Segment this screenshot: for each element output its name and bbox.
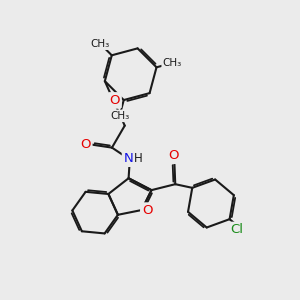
Text: Cl: Cl: [231, 224, 244, 236]
Text: N: N: [123, 152, 133, 165]
Text: N: N: [123, 152, 133, 165]
Text: O: O: [110, 94, 120, 107]
Text: O: O: [142, 204, 152, 217]
Text: O: O: [80, 138, 91, 151]
Text: CH₃: CH₃: [91, 39, 110, 49]
Text: O: O: [169, 149, 179, 162]
Text: O: O: [80, 138, 91, 151]
Text: Cl: Cl: [231, 224, 244, 236]
Text: CH₃: CH₃: [163, 58, 182, 68]
Text: O: O: [169, 149, 179, 162]
Text: CH₃: CH₃: [110, 111, 129, 121]
Text: O: O: [110, 94, 120, 107]
Text: H: H: [134, 152, 142, 165]
Text: O: O: [142, 204, 152, 217]
